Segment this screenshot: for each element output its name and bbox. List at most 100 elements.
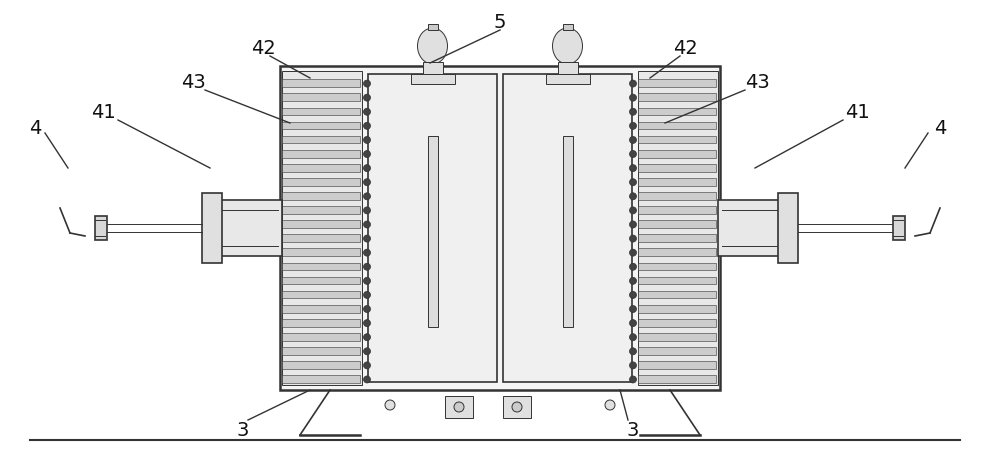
Bar [422, 62, 442, 74]
Bar [503, 74, 632, 382]
Circle shape [630, 193, 637, 200]
Text: 42: 42 [251, 38, 275, 58]
Bar [638, 220, 716, 228]
Bar [638, 234, 716, 242]
Bar [718, 200, 780, 256]
Text: 41: 41 [845, 104, 869, 122]
Circle shape [364, 164, 370, 172]
Bar [503, 396, 531, 418]
Circle shape [364, 136, 370, 143]
Circle shape [364, 305, 370, 312]
Bar [638, 71, 718, 385]
Bar [638, 361, 716, 369]
Circle shape [364, 179, 370, 185]
Circle shape [630, 305, 637, 312]
Bar [428, 24, 438, 30]
Bar [562, 24, 572, 30]
Circle shape [630, 320, 637, 327]
Circle shape [630, 235, 637, 242]
Bar [282, 277, 360, 284]
Circle shape [630, 263, 637, 270]
Circle shape [364, 348, 370, 355]
Circle shape [630, 151, 637, 158]
Circle shape [630, 164, 637, 172]
Bar [280, 66, 720, 390]
Text: 5: 5 [494, 13, 506, 33]
Bar [282, 79, 360, 87]
Circle shape [630, 136, 637, 143]
Text: 43: 43 [181, 73, 205, 93]
Circle shape [605, 400, 615, 410]
Bar [638, 291, 716, 299]
Bar [638, 93, 716, 101]
Circle shape [364, 334, 370, 341]
Circle shape [630, 108, 637, 115]
Circle shape [630, 348, 637, 355]
Circle shape [630, 221, 637, 228]
Bar [638, 122, 716, 129]
Bar [638, 277, 716, 284]
Bar [282, 164, 360, 172]
Bar [282, 305, 360, 312]
Bar [95, 216, 107, 240]
Circle shape [364, 207, 370, 214]
Circle shape [364, 263, 370, 270]
Bar [638, 79, 716, 87]
Bar [282, 248, 360, 256]
Bar [546, 74, 590, 84]
Bar [445, 396, 473, 418]
Circle shape [630, 94, 637, 101]
Bar [638, 248, 716, 256]
Circle shape [630, 122, 637, 129]
Bar [282, 333, 360, 341]
Bar [638, 164, 716, 172]
Text: 41: 41 [91, 104, 115, 122]
Circle shape [364, 249, 370, 256]
Bar [282, 361, 360, 369]
Bar [558, 62, 578, 74]
Text: 43: 43 [745, 73, 769, 93]
Circle shape [630, 249, 637, 256]
Bar [282, 262, 360, 270]
Bar [638, 262, 716, 270]
Bar [893, 216, 905, 240]
Circle shape [512, 402, 522, 412]
Bar [368, 74, 497, 382]
Bar [638, 178, 716, 186]
Bar [282, 150, 360, 158]
Bar [428, 136, 438, 327]
Bar [282, 220, 360, 228]
Circle shape [364, 376, 370, 383]
Circle shape [364, 362, 370, 369]
Bar [220, 200, 282, 256]
Circle shape [630, 207, 637, 214]
Circle shape [630, 362, 637, 369]
Circle shape [364, 278, 370, 284]
Circle shape [364, 94, 370, 101]
Circle shape [364, 80, 370, 87]
Bar [638, 108, 716, 115]
Bar [562, 136, 572, 327]
Bar [778, 193, 798, 263]
Bar [282, 206, 360, 214]
Bar [638, 375, 716, 383]
Bar [282, 319, 360, 327]
Bar [282, 178, 360, 186]
Ellipse shape [552, 28, 582, 64]
Circle shape [364, 151, 370, 158]
Bar [638, 347, 716, 355]
Bar [638, 206, 716, 214]
Circle shape [364, 108, 370, 115]
Text: 3: 3 [627, 420, 639, 440]
Ellipse shape [418, 28, 448, 64]
Bar [638, 319, 716, 327]
Bar [282, 291, 360, 299]
Bar [638, 192, 716, 200]
Circle shape [364, 291, 370, 299]
Bar [282, 122, 360, 129]
Text: 4: 4 [29, 119, 41, 137]
Bar [282, 234, 360, 242]
Circle shape [364, 221, 370, 228]
Bar [202, 193, 222, 263]
Bar [638, 136, 716, 143]
